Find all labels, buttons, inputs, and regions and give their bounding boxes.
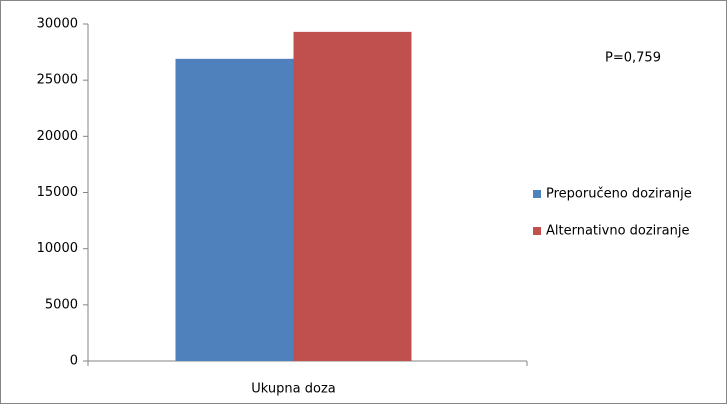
bar: [293, 31, 412, 361]
legend-label: Preporučeno doziranje: [546, 187, 692, 202]
legend-swatch: [533, 227, 541, 235]
y-tick-label: 30000: [37, 17, 78, 32]
x-tick-label: Ukupna doza: [251, 382, 335, 397]
y-tick-label: 15000: [37, 185, 78, 200]
y-tick-label: 25000: [37, 73, 78, 88]
legend-swatch: [533, 190, 541, 198]
y-tick-label: 0: [70, 354, 78, 369]
annotation: P=0,759: [605, 51, 661, 66]
y-tick-label: 5000: [45, 297, 78, 312]
bar: [175, 58, 294, 361]
legend-label: Alternativno doziranje: [546, 224, 689, 239]
y-tick-label: 10000: [37, 241, 78, 256]
y-tick-label: 20000: [37, 129, 78, 144]
